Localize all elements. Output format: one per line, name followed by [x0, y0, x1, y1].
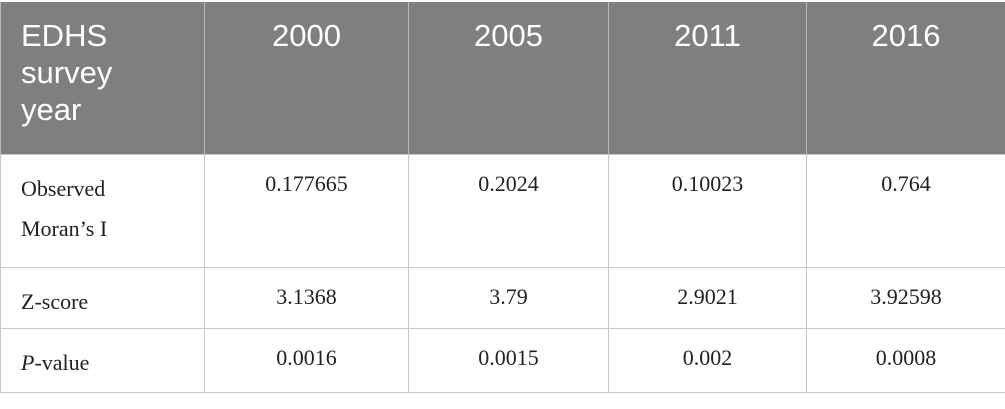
- table-cell: 3.79: [408, 266, 609, 329]
- table-cell: 0.10023: [608, 153, 807, 268]
- table-cell: 2.9021: [608, 266, 807, 329]
- header-survey-year: EDHS survey year: [0, 2, 205, 154]
- table-row: Z-score 3.1368 3.79 2.9021 3.92598: [0, 266, 1005, 329]
- header-row: EDHS survey year 2000 2005 2011 2016: [0, 2, 1005, 154]
- table-body: Observed Moran’s I 0.177665 0.2024 0.100…: [0, 153, 1005, 393]
- row-label-morans-i: Observed Moran’s I: [0, 153, 205, 268]
- table-row: P-value 0.0016 0.0015 0.002 0.0008: [0, 327, 1005, 393]
- table-cell: 0.177665: [204, 153, 409, 268]
- row-label-p-value: P-value: [0, 327, 205, 393]
- table-cell: 3.92598: [806, 266, 1005, 329]
- header-year-2005: 2005: [408, 2, 609, 154]
- table-cell: 3.1368: [204, 266, 409, 329]
- p-value-label-rest: -value: [34, 349, 90, 375]
- morans-i-table: EDHS survey year 2000 2005 2011 2016 Obs…: [0, 2, 1005, 393]
- row-label-z-score: Z-score: [0, 266, 205, 329]
- table-cell: 0.002: [608, 327, 807, 393]
- table-header: EDHS survey year 2000 2005 2011 2016: [0, 2, 1005, 154]
- table-cell: 0.0016: [204, 327, 409, 393]
- table-cell: 0.764: [806, 153, 1005, 268]
- table-row: Observed Moran’s I 0.177665 0.2024 0.100…: [0, 153, 1005, 268]
- p-value-italic-letter: P: [21, 349, 35, 375]
- header-year-2016: 2016: [806, 2, 1005, 154]
- header-year-2000: 2000: [204, 2, 409, 154]
- table-cell: 0.0008: [806, 327, 1005, 393]
- table-cell: 0.2024: [408, 153, 609, 268]
- table-cell: 0.0015: [408, 327, 609, 393]
- header-year-2011: 2011: [608, 2, 807, 154]
